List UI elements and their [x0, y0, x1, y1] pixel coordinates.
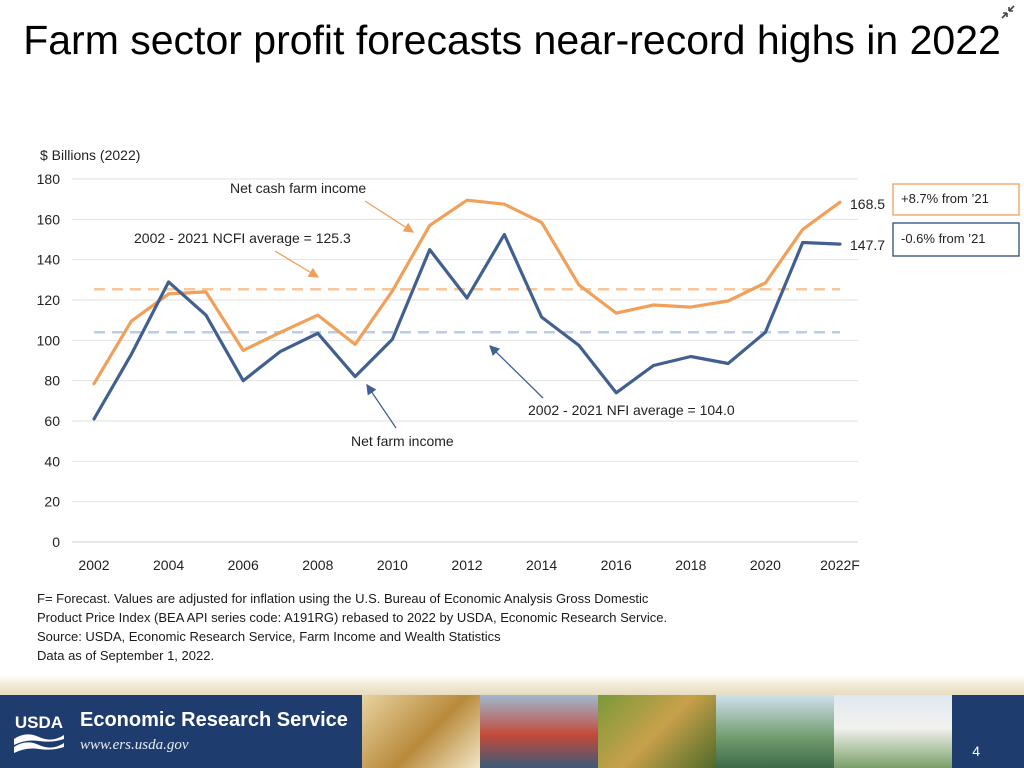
footnotes: F= Forecast. Values are adjusted for inf… [37, 589, 667, 665]
x-tick-label: 2016 [601, 557, 632, 573]
footnote-line: F= Forecast. Values are adjusted for inf… [37, 591, 649, 606]
x-tick-label: 2022F [820, 557, 860, 573]
small-town-photo [834, 695, 952, 768]
footnote-line: Data as of September 1, 2022. [37, 648, 215, 663]
x-tick-label: 2010 [377, 557, 408, 573]
produce-market-photo [598, 695, 716, 768]
y-tick-label: 140 [37, 252, 61, 268]
ncfi-series-line [92, 198, 842, 386]
x-tick-label: 2014 [526, 557, 557, 573]
ncfi-series-label: Net cash farm income [230, 180, 366, 196]
ncfi-change-note: +8.7% from ’21 [901, 191, 989, 206]
footer-banner: USDA Economic Research Service www.ers.u… [0, 695, 1024, 768]
organization-url: www.ers.usda.gov [80, 737, 189, 753]
footnote-line: Source: USDA, Economic Research Service,… [37, 629, 501, 644]
wetlands-photo [716, 695, 834, 768]
collapse-arrows-icon [1001, 5, 1015, 19]
nfi-change-box [892, 222, 1020, 257]
ncfi-end-value: 168.5 [850, 196, 885, 212]
x-tick-label: 2008 [302, 557, 333, 573]
shipping-port-photo [480, 695, 598, 768]
nfi-average-pointer-arrow [489, 345, 544, 399]
y-tick-label: 120 [37, 292, 61, 308]
nfi-end-value: 147.7 [850, 237, 885, 253]
nfi-average-label: 2002 - 2021 NFI average = 104.0 [528, 402, 735, 418]
y-tick-label: 60 [44, 413, 60, 429]
x-tick-label: 2012 [451, 557, 482, 573]
farm-income-chart: $ Billions (2022) 0 20 40 60 80 100 120 140 160 1… [37, 147, 1020, 573]
ncfi-change-box [892, 183, 1020, 216]
nfi-pointer-arrow [366, 383, 397, 429]
wheat-photo [362, 695, 480, 768]
ncfi-average-pointer-arrow [274, 250, 320, 278]
x-tick-label: 2006 [228, 557, 259, 573]
footnote-line: Product Price Index (BEA API series code… [37, 610, 668, 625]
nfi-series-label: Net farm income [351, 433, 454, 449]
y-tick-label: 20 [44, 494, 60, 510]
y-tick-label: 40 [44, 453, 60, 469]
decorative-band [0, 675, 1024, 695]
y-tick-label: 0 [52, 534, 60, 550]
y-axis-label: $ Billions (2022) [40, 147, 140, 163]
y-tick-label: 100 [37, 332, 61, 348]
x-tick-label: 2002 [78, 557, 109, 573]
x-tick-label: 2018 [675, 557, 706, 573]
usda-logo-text: USDA [15, 713, 63, 732]
slide-title: Farm sector profit forecasts near-record… [23, 17, 1001, 63]
nfi-series-line [92, 232, 842, 421]
usda-logo-icon: USDA [14, 713, 64, 753]
x-tick-label: 2020 [750, 557, 781, 573]
y-tick-label: 160 [37, 211, 61, 227]
page-number: 4 [972, 743, 980, 759]
y-tick-label: 180 [37, 171, 61, 187]
nfi-change-note: -0.6% from ’21 [901, 231, 986, 246]
footer-photo-strip [362, 695, 952, 768]
ncfi-average-label: 2002 - 2021 NCFI average = 125.3 [134, 230, 351, 246]
organization-name: Economic Research Service [80, 709, 348, 731]
x-tick-label: 2004 [153, 557, 184, 573]
ncfi-pointer-arrow [364, 200, 415, 233]
y-tick-label: 80 [44, 373, 60, 389]
